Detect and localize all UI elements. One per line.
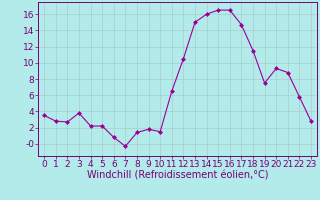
X-axis label: Windchill (Refroidissement éolien,°C): Windchill (Refroidissement éolien,°C) xyxy=(87,171,268,181)
